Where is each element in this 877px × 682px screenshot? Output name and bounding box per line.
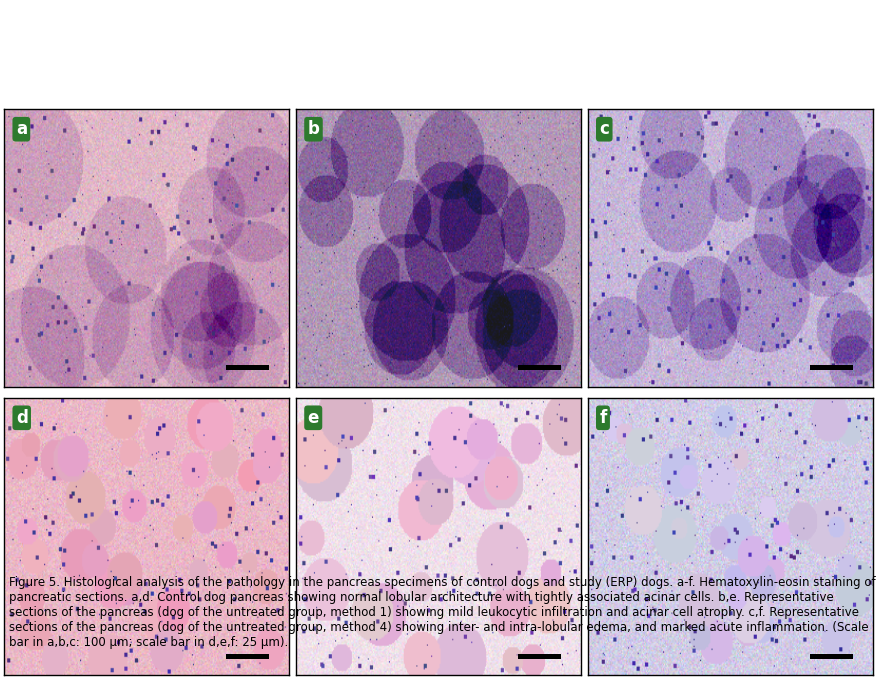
Bar bbox=[810, 653, 852, 659]
Bar bbox=[518, 365, 561, 370]
Text: b: b bbox=[308, 120, 319, 138]
Text: a: a bbox=[16, 120, 27, 138]
Text: Figure 5. Histological analysis of the pathology in the pancreas specimens of co: Figure 5. Histological analysis of the p… bbox=[9, 576, 875, 649]
Text: e: e bbox=[308, 409, 319, 427]
Bar bbox=[810, 365, 852, 370]
Text: c: c bbox=[599, 120, 610, 138]
Bar bbox=[226, 365, 269, 370]
Bar bbox=[518, 653, 561, 659]
Text: f: f bbox=[599, 409, 607, 427]
Text: d: d bbox=[16, 409, 28, 427]
Bar bbox=[226, 653, 269, 659]
